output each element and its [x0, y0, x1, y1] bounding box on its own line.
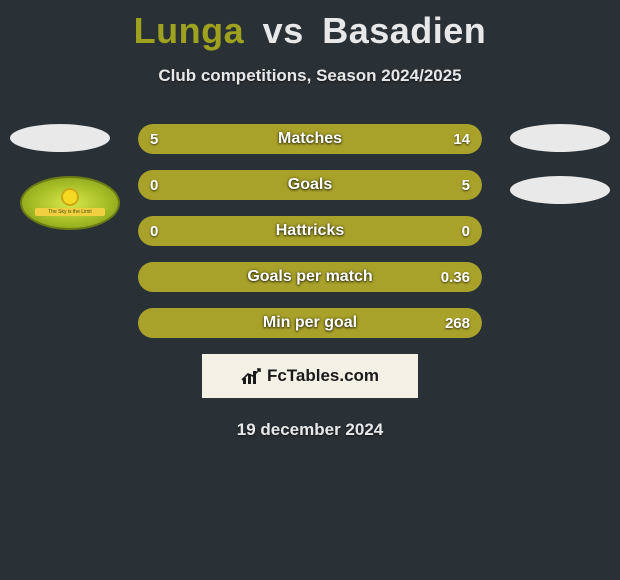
stat-row: Min per goal268: [138, 308, 482, 338]
stat-value-left: 0: [150, 216, 158, 246]
footer-brand-badge: FcTables.com: [202, 354, 418, 398]
stat-value-right: 0: [462, 216, 470, 246]
stat-row: Goals per match0.36: [138, 262, 482, 292]
player1-avatar-placeholder: [10, 124, 110, 152]
bar-chart-icon: [241, 368, 261, 384]
club-logo-motto: The Sky is the Limit: [35, 208, 105, 216]
club-logo-sun-icon: [63, 190, 77, 204]
title-vs: vs: [263, 10, 304, 51]
stat-label: Goals per match: [138, 262, 482, 292]
stat-value-right: 14: [453, 124, 470, 154]
player1-name: Lunga: [134, 10, 244, 51]
player2-name: Basadien: [322, 10, 486, 51]
stat-label: Min per goal: [138, 308, 482, 338]
comparison-title: Lunga vs Basadien: [0, 0, 620, 52]
stat-row: Matches5 14: [138, 124, 482, 154]
player2-avatar-placeholder: [510, 124, 610, 152]
stat-row: Goals0 5: [138, 170, 482, 200]
player1-club-logo: The Sky is the Limit: [20, 176, 120, 230]
stat-value-right: 5: [462, 170, 470, 200]
stat-value-right: 0.36: [441, 262, 470, 292]
footer-brand-text: FcTables.com: [267, 366, 379, 386]
player2-club-placeholder: [510, 176, 610, 204]
stat-value-right: 268: [445, 308, 470, 338]
stat-bars: Matches514Goals05Hattricks00Goals per ma…: [138, 124, 482, 338]
date-label: 19 december 2024: [0, 420, 620, 440]
stat-label: Matches: [138, 124, 482, 154]
stat-label: Goals: [138, 170, 482, 200]
stat-value-left: 5: [150, 124, 158, 154]
stat-row: Hattricks0 0: [138, 216, 482, 246]
stat-label: Hattricks: [138, 216, 482, 246]
subtitle: Club competitions, Season 2024/2025: [0, 66, 620, 86]
stats-area: The Sky is the Limit Matches514Goals05Ha…: [0, 124, 620, 338]
stat-value-left: 0: [150, 170, 158, 200]
